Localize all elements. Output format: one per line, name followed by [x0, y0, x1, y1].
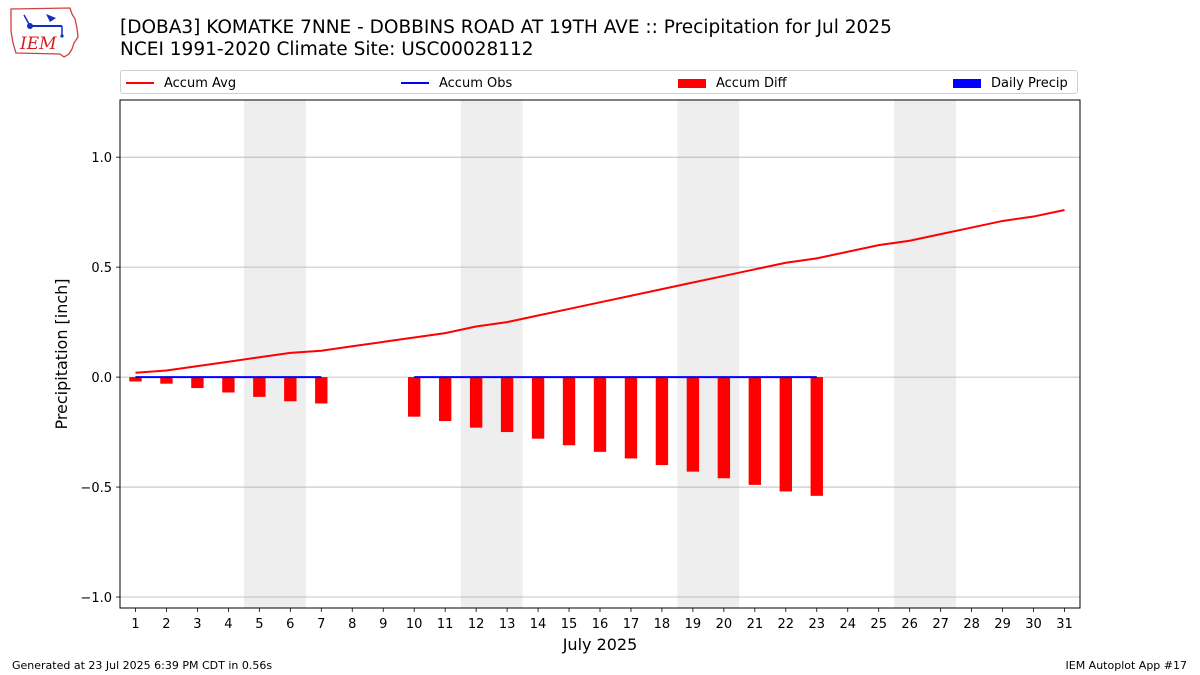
y-tick-label: 0.0 — [91, 371, 112, 386]
x-tick-label: 21 — [747, 617, 764, 632]
y-tick-label: −1.0 — [80, 591, 112, 606]
accum-diff-bar — [438, 377, 452, 422]
legend-label-accum-diff: Accum Diff — [716, 75, 787, 91]
accum-diff-bar — [500, 377, 514, 433]
chart-legend: Accum Avg Accum Obs Accum Diff Daily Pre… — [120, 70, 1078, 94]
logo-text: IEM — [19, 34, 57, 54]
x-tick-label: 25 — [870, 617, 887, 632]
legend-item-daily-precip: Daily Precip — [953, 74, 1068, 92]
legend-swatch-accum-avg — [126, 82, 154, 84]
generated-timestamp: Generated at 23 Jul 2025 6:39 PM CDT in … — [12, 659, 273, 672]
x-tick-label: 6 — [286, 617, 294, 632]
accum-diff-bar — [160, 377, 173, 384]
weekend-shade — [677, 100, 740, 608]
y-tick-label: 0.5 — [91, 261, 112, 276]
x-tick-label: 8 — [348, 617, 356, 632]
x-tick-label: 18 — [654, 617, 671, 632]
accum-diff-bar — [593, 377, 607, 452]
x-tick-label: 11 — [437, 617, 454, 632]
accum-avg-line — [135, 208, 1065, 374]
accum-diff-bar — [469, 377, 483, 428]
x-tick-label: 28 — [963, 617, 980, 632]
legend-label-daily-precip: Daily Precip — [991, 75, 1068, 91]
accum-diff-bar — [717, 377, 731, 479]
y-tick-label: −0.5 — [80, 481, 112, 496]
y-tick-label: 1.0 — [91, 151, 112, 166]
chart-title: [DOBA3] KOMATKE 7NNE - DOBBINS ROAD AT 1… — [120, 17, 892, 38]
accum-diff-bar — [129, 377, 142, 382]
x-tick-label: 24 — [839, 617, 856, 632]
x-axis-label: July 2025 — [562, 635, 638, 654]
accum-diff-bar — [531, 377, 545, 439]
x-tick-label: 31 — [1056, 617, 1073, 632]
plot-frame — [119, 99, 1081, 609]
accum-diff-bar — [779, 377, 792, 492]
accum-diff-bar — [253, 377, 266, 397]
x-tick-label: 27 — [932, 617, 949, 632]
accum-diff-bar — [624, 377, 638, 459]
x-tick-label: 23 — [809, 617, 826, 632]
legend-item-accum-avg: Accum Avg — [126, 74, 236, 92]
accum-diff-bar — [222, 377, 235, 393]
x-tick-label: 30 — [1025, 617, 1042, 632]
y-axis-label: Precipitation [inch] — [52, 278, 71, 429]
x-tick-label: 17 — [623, 617, 640, 632]
legend-item-accum-diff: Accum Diff — [678, 74, 787, 92]
x-tick-label: 22 — [778, 617, 795, 632]
accum-diff-bar — [408, 377, 421, 417]
accum-diff-bar — [284, 377, 297, 402]
accum-diff-bar — [810, 377, 823, 496]
weekend-shade — [894, 100, 957, 608]
x-tick-label: 15 — [561, 617, 578, 632]
x-tick-label: 5 — [255, 617, 263, 632]
legend-swatch-accum-obs — [401, 82, 429, 84]
accum-diff-bar — [315, 377, 328, 404]
accum-diff-bar — [655, 377, 669, 466]
weekend-shade — [243, 100, 306, 608]
x-tick-label: 4 — [224, 617, 232, 632]
x-tick-label: 10 — [406, 617, 423, 632]
x-tick-label: 1 — [131, 617, 139, 632]
legend-swatch-accum-diff — [678, 78, 706, 88]
x-tick-label: 14 — [530, 617, 547, 632]
x-tick-label: 9 — [379, 617, 387, 632]
x-tick-label: 2 — [162, 617, 170, 632]
x-tick-label: 26 — [901, 617, 918, 632]
weekend-shade — [460, 100, 523, 608]
legend-label-accum-obs: Accum Obs — [439, 75, 513, 91]
x-tick-label: 29 — [994, 617, 1011, 632]
legend-item-accum-obs: Accum Obs — [401, 74, 512, 92]
iem-logo: IEM — [8, 5, 80, 59]
app-credit: IEM Autoplot App #17 — [1065, 659, 1188, 672]
x-tick-label: 19 — [685, 617, 702, 632]
x-tick-label: 7 — [317, 617, 325, 632]
x-tick-label: 12 — [468, 617, 485, 632]
accum-diff-bar — [191, 377, 204, 389]
accum-diff-bar — [686, 377, 700, 472]
x-tick-label: 20 — [716, 617, 733, 632]
accum-diff-bar — [562, 377, 576, 446]
chart-subtitle: NCEI 1991-2020 Climate Site: USC00028112 — [120, 39, 534, 60]
accum-diff-bar — [748, 377, 762, 485]
legend-label-accum-avg: Accum Avg — [164, 75, 237, 91]
x-tick-label: 16 — [592, 617, 609, 632]
x-tick-label: 13 — [499, 617, 516, 632]
legend-swatch-daily-precip — [953, 78, 981, 88]
x-tick-label: 3 — [193, 617, 201, 632]
